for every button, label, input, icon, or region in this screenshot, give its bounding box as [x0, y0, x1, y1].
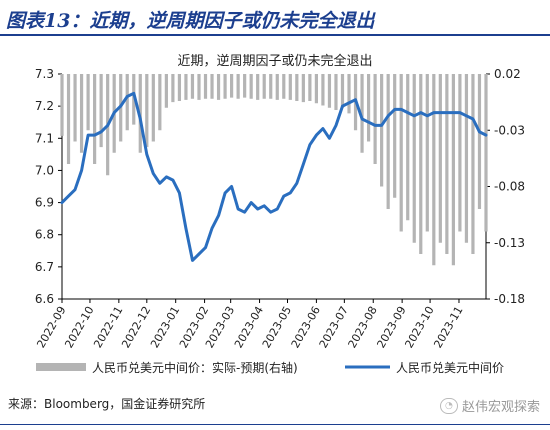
axes — [58, 73, 490, 303]
bar — [171, 74, 175, 103]
bar — [145, 74, 149, 148]
bar — [158, 74, 162, 131]
wechat-icon: ◔ — [439, 397, 458, 414]
bar — [419, 74, 423, 254]
bar — [151, 74, 155, 142]
header-rule — [0, 34, 550, 36]
bar — [66, 74, 71, 164]
figure-header: 图表13：近期，逆周期因子或仍未完全退出 — [0, 0, 550, 36]
bar — [184, 74, 188, 100]
bar — [471, 74, 475, 254]
bar — [451, 74, 455, 266]
bar — [73, 74, 77, 142]
bar — [477, 74, 482, 209]
bar — [203, 74, 208, 99]
line-series — [60, 91, 488, 262]
bar — [249, 74, 253, 99]
bar — [132, 74, 136, 125]
bar — [93, 74, 97, 164]
bar — [438, 74, 442, 243]
bar — [327, 74, 332, 108]
source-note: 来源：Bloomberg，国金证券研究所 — [8, 397, 206, 411]
bar — [347, 74, 351, 114]
bar — [86, 74, 90, 131]
legend-swatch-bars — [36, 363, 86, 371]
fx-fixing-line — [60, 91, 488, 262]
legend-label-line: 人民币兑美元中间价 — [396, 360, 504, 375]
bar — [432, 74, 436, 266]
chart: 近期，逆周期因子或仍未完全退出 6.6 6.7 6.8 6.9 7.0 7.1 7.2 7.3… — [34, 53, 525, 375]
watermark-text: 赵伟宏观探索 — [461, 400, 540, 415]
bar — [425, 74, 429, 232]
figure-title: 图表13：近期，逆周期因子或仍未完全退出 — [6, 10, 375, 32]
left-tick-label: 6.8 — [35, 228, 54, 242]
bar — [197, 74, 201, 100]
bar — [399, 74, 403, 232]
bar — [445, 74, 449, 254]
bar — [464, 74, 469, 243]
bar — [236, 74, 240, 99]
bar — [386, 74, 390, 209]
right-tick-label: -0.03 — [494, 123, 525, 137]
right-tick-label: -0.08 — [494, 180, 525, 194]
bar — [164, 74, 168, 108]
bar — [340, 74, 345, 108]
right-tick-label: -0.13 — [494, 236, 525, 250]
left-tick-label: 6.7 — [35, 260, 54, 274]
bar — [295, 74, 299, 101]
bar — [79, 74, 84, 153]
right-tick-label: -0.18 — [494, 292, 525, 306]
x-tick-label: 2023-11 — [431, 304, 465, 350]
bar — [288, 74, 292, 100]
left-tick-label: 7.1 — [35, 131, 54, 145]
bar — [366, 74, 371, 142]
footer-rule — [0, 424, 550, 425]
bar — [230, 74, 234, 98]
bar — [321, 74, 325, 106]
bar — [334, 74, 338, 110]
legend-label-bars: 人民币兑美元中间价：实际-预期(右轴) — [92, 360, 298, 375]
bar — [216, 74, 221, 100]
bar — [223, 74, 227, 99]
bar — [190, 74, 195, 99]
bar — [256, 74, 260, 100]
left-tick-label: 7.3 — [35, 67, 54, 81]
bar — [484, 74, 488, 232]
bar — [60, 74, 64, 136]
bar — [406, 74, 410, 221]
left-tick-label: 6.6 — [35, 292, 54, 306]
left-tick-label: 6.9 — [35, 196, 54, 210]
legend: 人民币兑美元中间价：实际-预期(右轴) 人民币兑美元中间价 — [36, 360, 504, 375]
bar — [360, 74, 364, 153]
bar — [243, 74, 247, 98]
bar — [380, 74, 384, 187]
bar — [282, 74, 286, 99]
chart-title: 近期，逆周期因子或仍未完全退出 — [177, 53, 372, 69]
bar — [308, 74, 312, 101]
bar — [210, 74, 214, 99]
bar — [412, 74, 416, 243]
right-tick-label: 0.02 — [494, 67, 521, 81]
bar — [275, 74, 279, 100]
left-tick-label: 7.0 — [35, 163, 54, 177]
bar — [301, 74, 305, 103]
watermark: ◔ 赵伟宏观探索 — [439, 396, 540, 415]
bar — [393, 74, 397, 198]
left-tick-label: 7.2 — [35, 99, 54, 113]
bar — [373, 74, 377, 164]
bar — [262, 74, 266, 99]
bar — [458, 74, 462, 232]
bar — [99, 74, 103, 148]
bar — [177, 74, 182, 101]
bar — [269, 74, 273, 99]
bar — [125, 74, 129, 131]
bar — [314, 74, 318, 104]
